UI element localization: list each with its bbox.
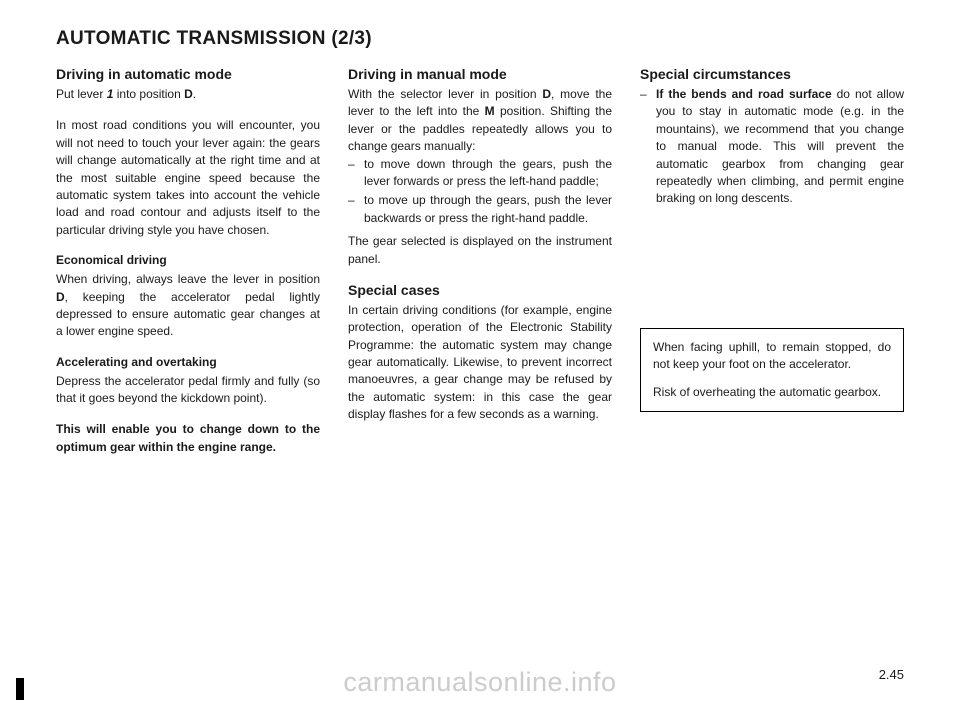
- para-auto-desc: In most road conditions you will encount…: [56, 117, 320, 239]
- position-d: D: [56, 290, 65, 304]
- position-m: M: [485, 104, 495, 118]
- para-gear-display: The gear selected is displayed on the in…: [348, 233, 612, 268]
- text: , keeping the accelerator pedal lightly …: [56, 290, 320, 339]
- manual-list: to move down through the gears, push the…: [348, 156, 612, 228]
- para-change-down: This will enable you to change down to t…: [56, 421, 320, 456]
- content-columns: Driving in automatic mode Put lever 1 in…: [56, 66, 904, 470]
- left-marker: [16, 678, 24, 700]
- column-1: Driving in automatic mode Put lever 1 in…: [56, 66, 320, 470]
- text: into position: [113, 87, 184, 101]
- text: With the selector lever in position: [348, 87, 542, 101]
- para-economical: When driving, always leave the lever in …: [56, 271, 320, 341]
- para-manual-intro: With the selector lever in position D, m…: [348, 86, 612, 156]
- circumstances-list: If the bends and road surface do not all…: [640, 86, 904, 208]
- subheading-economical: Economical driving: [56, 253, 320, 267]
- heading-special-circ: Special circumstances: [640, 66, 904, 82]
- page: AUTOMATIC TRANSMISSION (2/3) Driving in …: [0, 0, 960, 710]
- list-item: If the bends and road surface do not all…: [640, 86, 904, 208]
- position-d: D: [184, 87, 193, 101]
- para-accelerating: Depress the accelerator pedal firmly and…: [56, 373, 320, 408]
- para-special-cases: In certain driving conditions (for examp…: [348, 302, 612, 424]
- list-lead: If the bends and road surface: [656, 87, 832, 101]
- heading-manual-mode: Driving in manual mode: [348, 66, 612, 82]
- watermark: carmanualsonline.info: [0, 667, 960, 698]
- text: .: [193, 87, 196, 101]
- callout-line-2: Risk of overheating the automatic gearbo…: [653, 384, 891, 401]
- list-item: to move down through the gears, push the…: [348, 156, 612, 191]
- position-d: D: [542, 87, 551, 101]
- heading-special-cases: Special cases: [348, 282, 612, 298]
- list-item: to move up through the gears, push the l…: [348, 192, 612, 227]
- text: When driving, always leave the lever in …: [56, 272, 320, 286]
- list-rest: do not allow you to stay in automatic mo…: [656, 87, 904, 205]
- callout-box: When facing uphill, to remain stopped, d…: [640, 328, 904, 412]
- column-3: Special circumstances If the bends and r…: [640, 66, 904, 470]
- column-2: Driving in manual mode With the selector…: [348, 66, 612, 470]
- text: Put lever: [56, 87, 107, 101]
- para-put-lever: Put lever 1 into position D.: [56, 86, 320, 103]
- page-title: AUTOMATIC TRANSMISSION (2/3): [56, 28, 904, 50]
- subheading-accelerating: Accelerating and overtaking: [56, 355, 320, 369]
- heading-auto-mode: Driving in automatic mode: [56, 66, 320, 82]
- callout-line-1: When facing uphill, to remain stopped, d…: [653, 339, 891, 374]
